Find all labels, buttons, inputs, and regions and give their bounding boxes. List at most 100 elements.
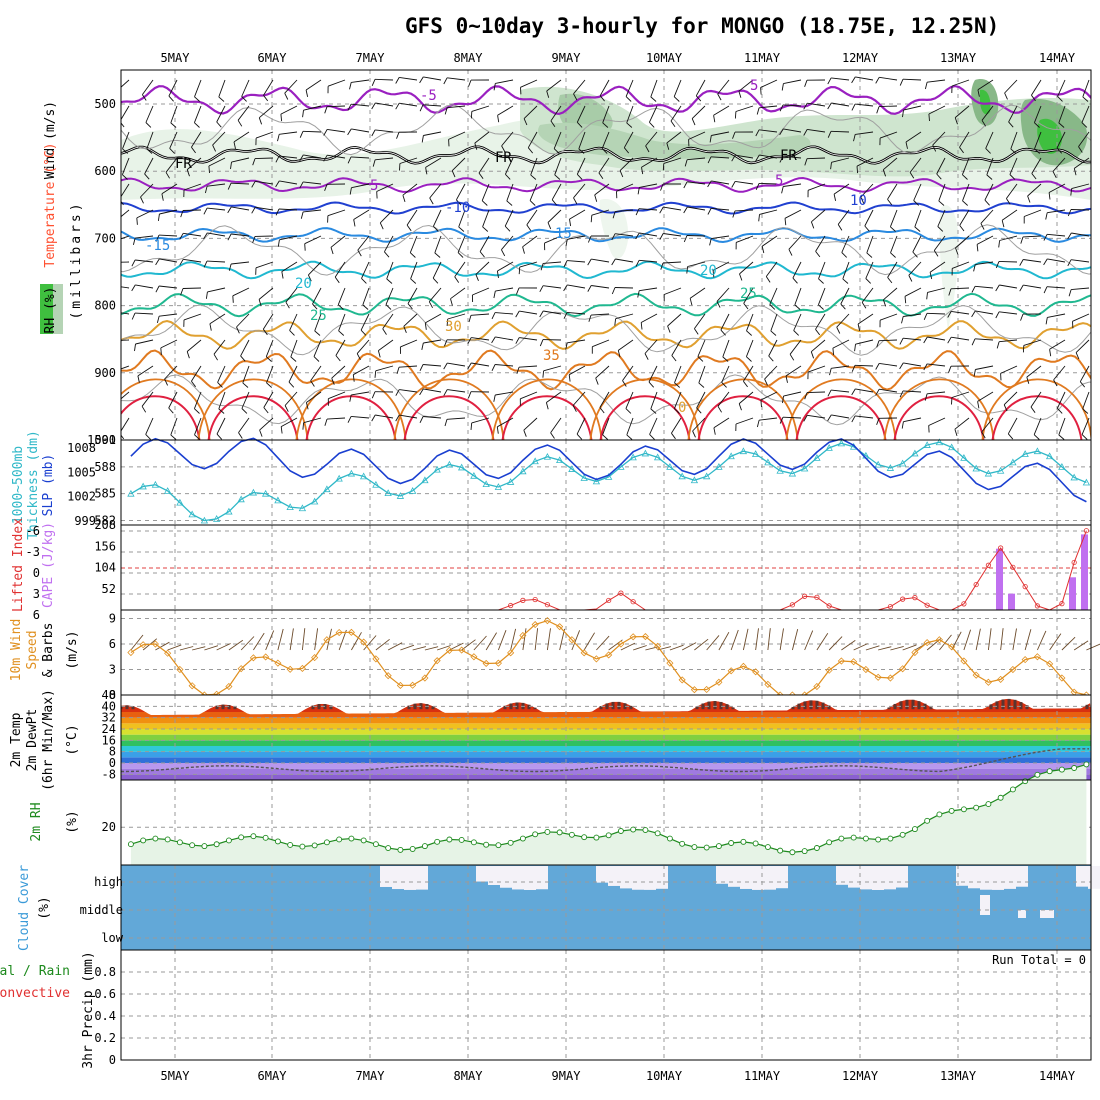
- contour-label: -10: [445, 200, 470, 216]
- li-tick: -6: [26, 524, 40, 538]
- contour-label: 25: [740, 286, 757, 302]
- wind-label-b: Speed: [25, 630, 40, 669]
- temp-label-d: (°C): [65, 724, 80, 755]
- slp-tick: 1002: [67, 490, 96, 504]
- contour-label: 20: [295, 276, 312, 292]
- date-label-top: 13MAY: [940, 51, 977, 65]
- cape-label-cape: CAPE (J/kg): [41, 522, 56, 608]
- chart-title: GFS 0~10day 3-hourly for MONGO (18.75E, …: [405, 14, 999, 38]
- rh-color-swatch: [40, 284, 53, 334]
- temp-tick: 40: [102, 699, 116, 713]
- cape-bar: [996, 548, 1003, 610]
- slp-tick: 1008: [67, 441, 96, 455]
- contour-label: 10: [850, 193, 867, 209]
- wind-axis: 9 6 3 0: [109, 612, 116, 703]
- date-label-top: 7MAY: [356, 51, 386, 65]
- wind-tick: 9: [109, 612, 116, 626]
- date-label-bottom: 12MAY: [842, 1069, 879, 1083]
- pressure-tick: 700: [94, 231, 116, 245]
- slp-label-thickness-a: 1000~500mb: [11, 446, 26, 524]
- thickness-tick: 582: [94, 514, 116, 528]
- contour-label: FR: [175, 156, 192, 172]
- cape-axes: -6 -3 0 3 6 208 156 104 52: [26, 518, 116, 622]
- pressure-tick: 500: [94, 97, 116, 111]
- upper-label-wind: Wind (m/s): [43, 101, 58, 179]
- temp-tick: 24: [102, 722, 116, 736]
- top-date-axis: 5MAY 6MAY 7MAY 8MAY 9MAY 10MAY 11MAY 12MAY 13MAY…: [161, 51, 1076, 65]
- temp-label-c: (6hr Min/Max): [41, 689, 56, 791]
- wind-tick: 0: [109, 688, 116, 702]
- upper-air-panel: -5 5 FR FR FR 5 5 -10 10 -15 15 20 20 25 25 30 35 0 500 60…: [40, 69, 1092, 447]
- cape-tick: 156: [94, 539, 116, 553]
- contour-label: 20: [700, 263, 717, 279]
- temp-label-b: 2m DewPt: [25, 709, 40, 772]
- contour-label: 35: [543, 348, 560, 364]
- date-label-top: 6MAY: [258, 51, 288, 65]
- upper-label-rh: RH (%): [43, 287, 58, 334]
- li-tick: -3: [26, 545, 40, 559]
- date-label-bottom: 10MAY: [646, 1069, 683, 1083]
- contour-label: 5: [370, 178, 378, 194]
- wind-speed-markers: [127, 617, 1090, 699]
- temp-tick: 48: [102, 688, 116, 702]
- pressure-tick: 900: [94, 366, 116, 380]
- wind10-panel: 9 6 3 0 10m Wind Speed & Barbs (m/s): [9, 609, 1100, 703]
- slp-line: [130, 437, 1087, 503]
- dewpoint-line: [120, 748, 1089, 773]
- rh-color-swatch-light: [53, 284, 63, 334]
- temperature-color-bands: [121, 695, 1091, 780]
- rh-area: [130, 764, 1087, 865]
- contour-label: 5: [750, 78, 758, 94]
- thickness-line: [130, 441, 1087, 522]
- cloud-label-a: Cloud Cover: [17, 865, 32, 951]
- cloud-label-b: (%): [37, 896, 52, 919]
- date-label-bottom: 13MAY: [940, 1069, 977, 1083]
- precip-axis: 0.8 0.6 0.4 0.2 0: [94, 965, 116, 1067]
- date-label-top: 14MAY: [1039, 51, 1076, 65]
- date-label-top: 12MAY: [842, 51, 879, 65]
- precip-label-a: Total / Rain: [0, 964, 70, 979]
- thickness-tick: 591: [94, 433, 116, 447]
- rh-axis: 20: [102, 820, 116, 834]
- contour-label: FR: [495, 150, 512, 166]
- precip-label-c: 3hr Precip (mm): [81, 951, 96, 1068]
- temp-tick: 8: [109, 745, 116, 759]
- date-label-bottom: 14MAY: [1039, 1069, 1076, 1083]
- li-tick: 6: [33, 608, 40, 622]
- contour-label: 0: [678, 400, 686, 416]
- contour-label: 5: [775, 173, 783, 189]
- precip-tick: 0.6: [94, 987, 116, 1001]
- cape-bar: [1008, 593, 1015, 610]
- slp-tick: 999: [74, 514, 96, 528]
- thickness-tick: 585: [94, 487, 116, 501]
- pressure-tick: 800: [94, 299, 116, 313]
- contour-label: 25: [310, 308, 327, 324]
- date-label-top: 8MAY: [454, 51, 484, 65]
- surface-wind-barbs: [130, 628, 1100, 651]
- cape-bar: [1081, 534, 1088, 610]
- slp-label-thickness-b: Thickness (dm): [26, 430, 41, 540]
- precip-tick: 0: [109, 1053, 116, 1067]
- rh-label-a: 2m RH: [29, 802, 44, 841]
- upper-wind-barbs: [121, 76, 1090, 440]
- cape-tick: 208: [94, 518, 116, 532]
- cape-tick: 52: [102, 582, 116, 596]
- contour-label: -5: [420, 88, 437, 104]
- contour-label: FR: [780, 148, 797, 164]
- date-label-bottom: 8MAY: [454, 1069, 484, 1083]
- date-label-top: 5MAY: [161, 51, 191, 65]
- slp-axes: 591 588 585 582 1008 1005 1002 999: [67, 433, 116, 528]
- wind-label-d: (m/s): [65, 630, 80, 669]
- wind-tick: 3: [109, 663, 116, 677]
- upper-label-temperature: Temperature (°C): [43, 142, 58, 267]
- cape-bar: [1069, 577, 1076, 610]
- upper-label-millibars: (millibars): [69, 200, 84, 319]
- date-label-bottom: 6MAY: [258, 1069, 288, 1083]
- temp-tick: 32: [102, 711, 116, 725]
- temp-tick: 16: [102, 733, 116, 747]
- precip-tick: 0.2: [94, 1031, 116, 1045]
- run-total: Run Total = 0: [992, 953, 1086, 967]
- contour-label: -15: [145, 238, 170, 254]
